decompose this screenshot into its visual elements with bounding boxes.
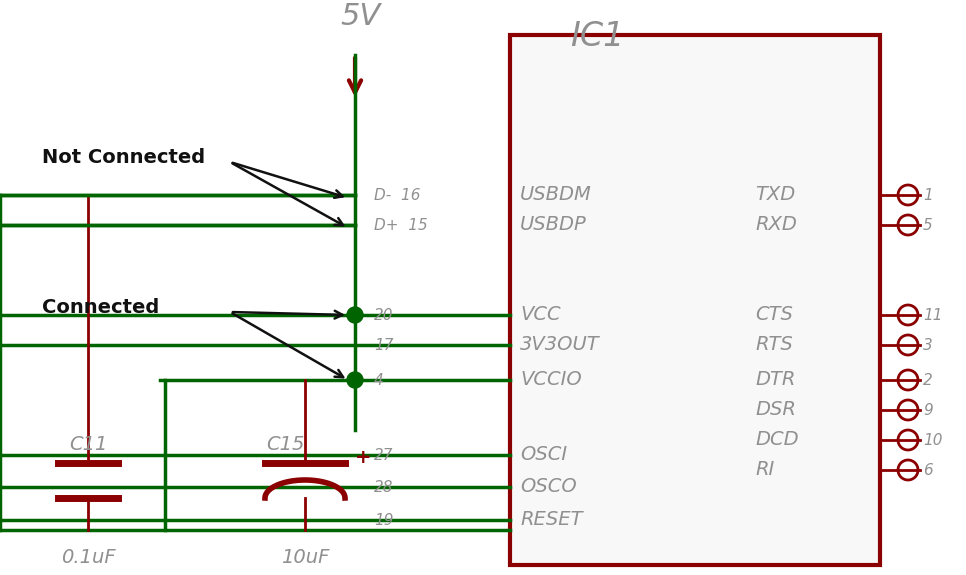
Text: Connected: Connected [42,298,159,317]
Text: 10uF: 10uF [281,548,329,567]
Text: USBDP: USBDP [520,215,586,234]
Text: 28: 28 [374,480,393,495]
Text: 5: 5 [923,218,933,233]
Text: Not Connected: Not Connected [42,148,205,167]
Text: RTS: RTS [755,335,793,354]
Text: IC1: IC1 [570,20,624,53]
Text: 27: 27 [374,448,393,463]
Text: 3: 3 [923,338,933,353]
Text: VCC: VCC [520,305,560,324]
Text: D-  16: D- 16 [374,188,420,203]
Text: TXD: TXD [755,185,795,204]
Text: VCCIO: VCCIO [520,370,582,389]
Text: DTR: DTR [755,370,795,389]
Text: DCD: DCD [755,430,799,449]
Text: DSR: DSR [755,400,796,419]
Text: OSCO: OSCO [520,477,577,496]
Text: D+  15: D+ 15 [374,218,428,233]
Text: RXD: RXD [755,215,797,234]
Text: 6: 6 [923,463,933,478]
Text: C15: C15 [266,435,304,454]
Text: 5V: 5V [340,2,381,31]
Text: 0.1uF: 0.1uF [61,548,115,567]
Text: 2: 2 [923,373,933,388]
Text: USBDM: USBDM [520,185,592,204]
Circle shape [347,307,363,323]
Text: 4: 4 [374,373,384,388]
Text: 9: 9 [923,403,933,418]
Text: 1: 1 [923,188,933,203]
Bar [510,35,880,565]
Text: 19: 19 [374,513,393,528]
Text: RI: RI [755,460,775,479]
Text: 20: 20 [374,308,393,323]
Text: OSCI: OSCI [520,445,567,464]
Text: C11: C11 [69,435,107,454]
Text: 11: 11 [923,308,943,323]
Text: CTS: CTS [755,305,793,324]
Text: +: + [355,448,372,467]
Text: 3V3OUT: 3V3OUT [520,335,600,354]
Text: RESET: RESET [520,510,582,529]
Circle shape [347,372,363,388]
Text: 17: 17 [374,338,393,353]
Text: 10: 10 [923,433,943,448]
